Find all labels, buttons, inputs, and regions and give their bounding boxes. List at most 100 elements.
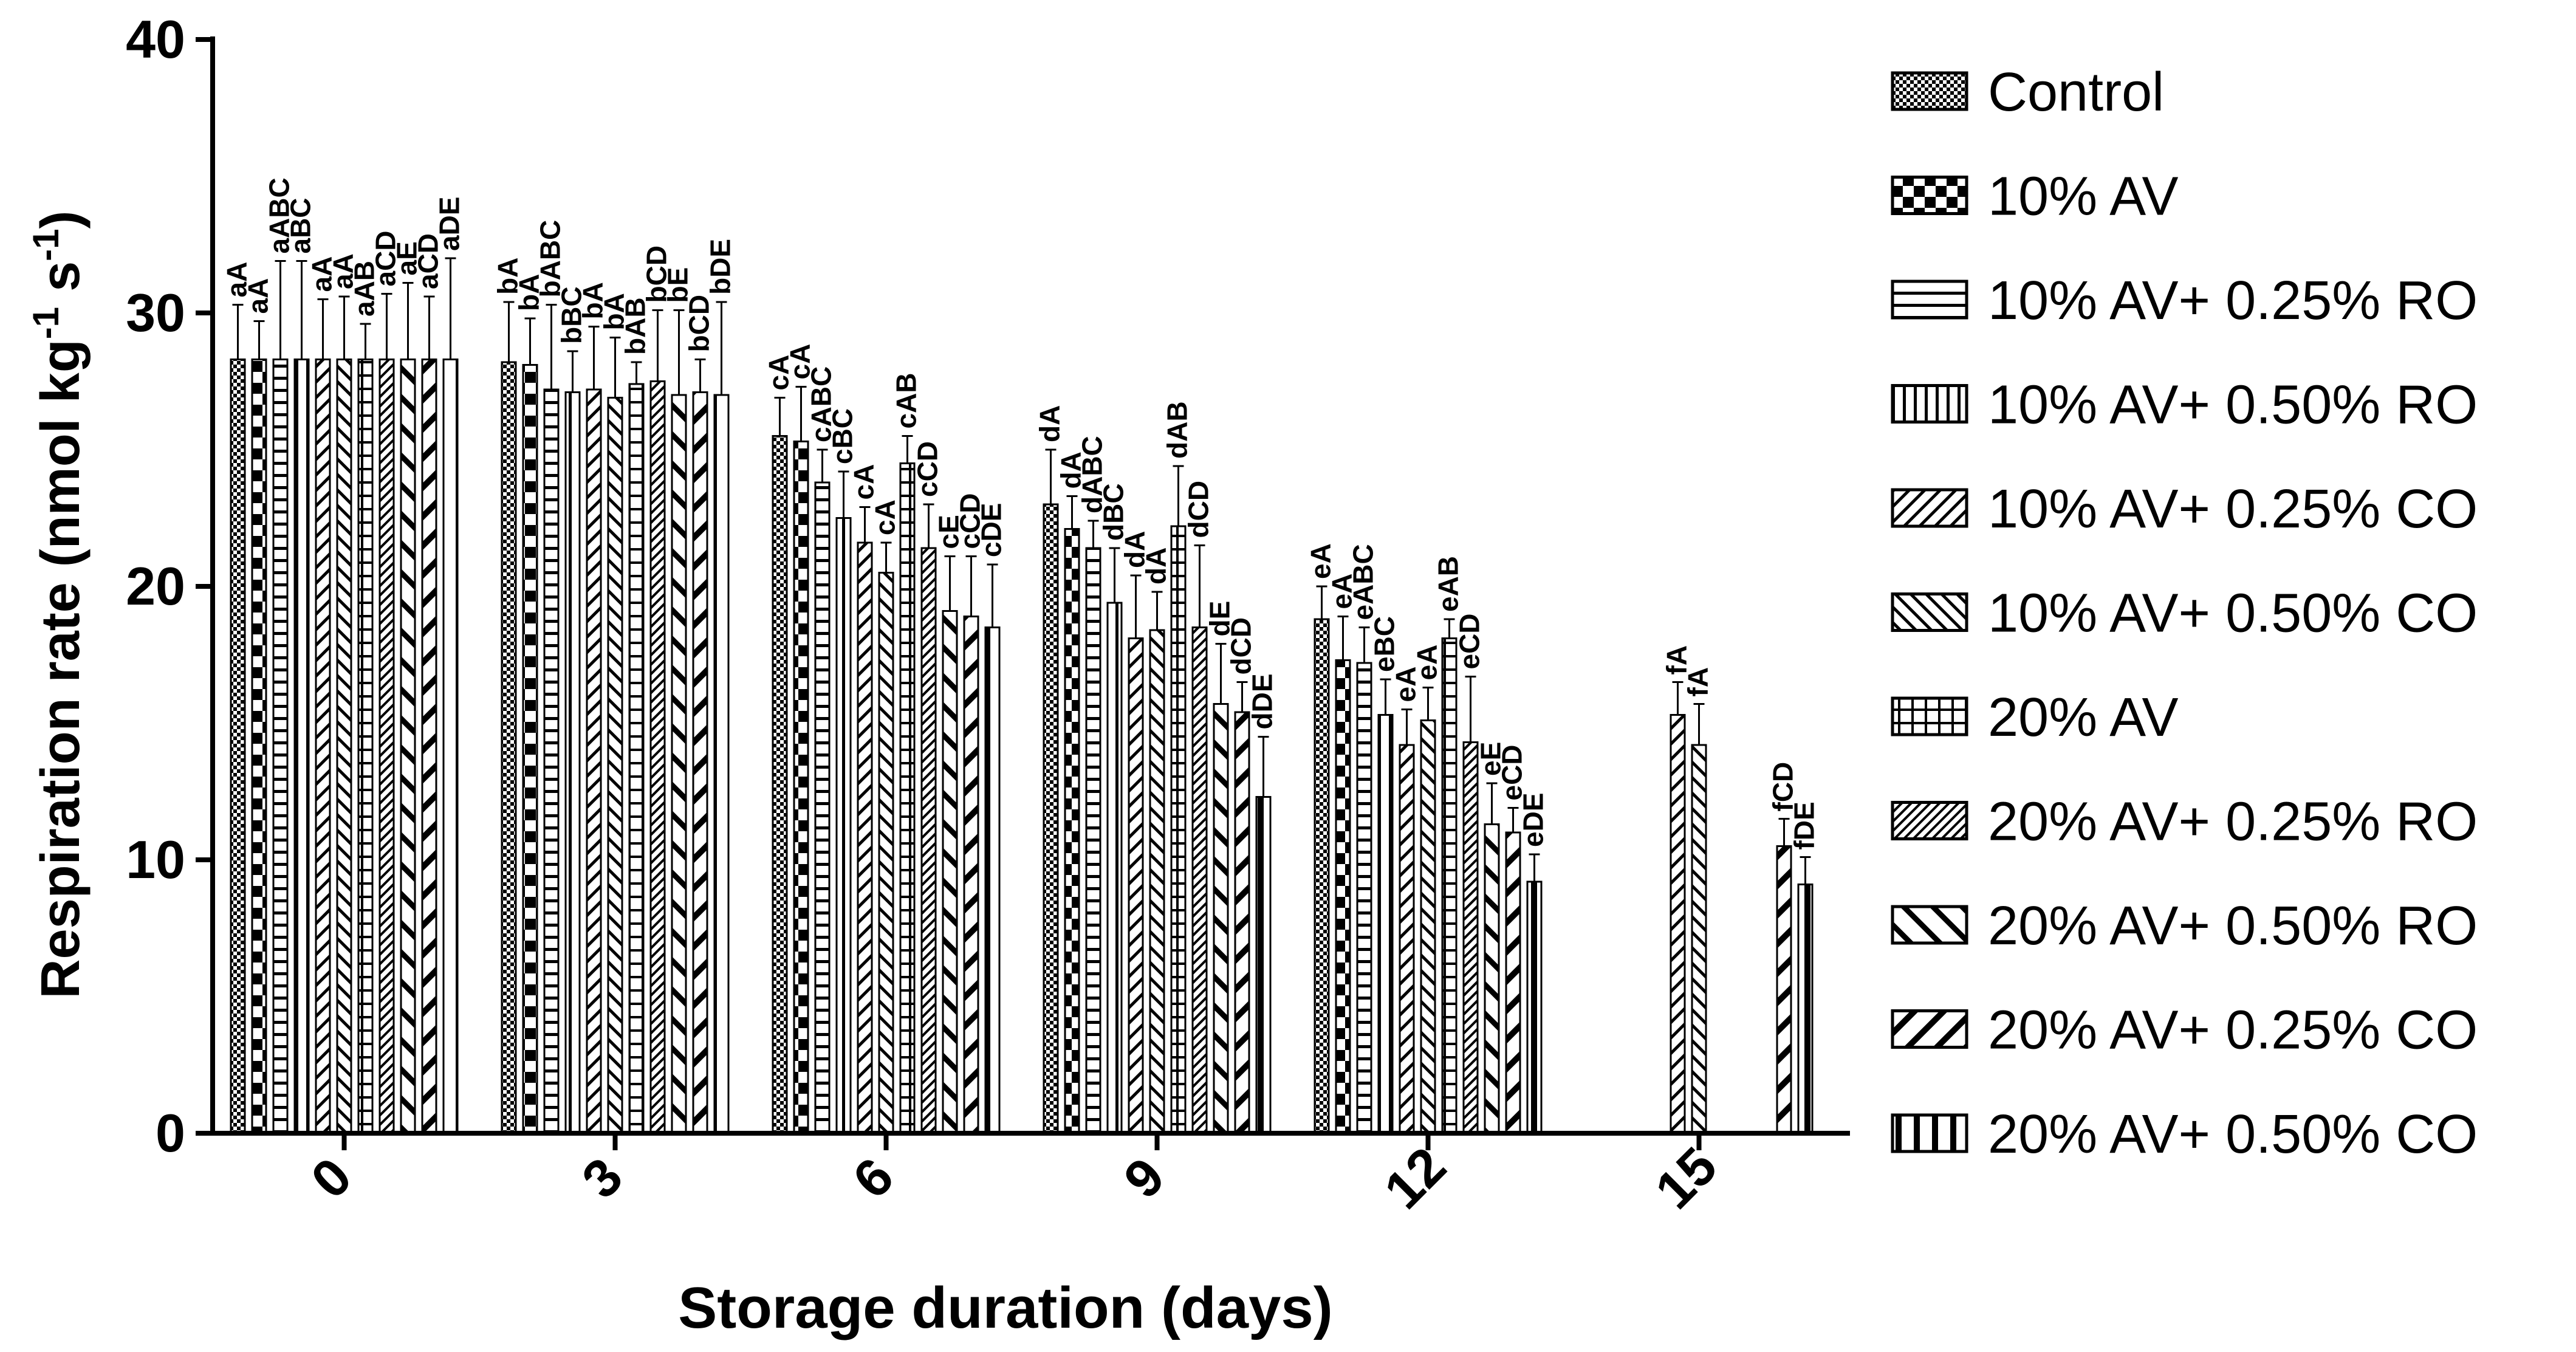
legend-swatch	[1891, 280, 1968, 320]
significance-label: fDE	[1789, 801, 1820, 849]
significance-label: eABC	[1348, 544, 1379, 620]
significance-label: cA	[784, 344, 816, 380]
significance-label: bE	[662, 267, 694, 303]
significance-label: bDE	[705, 239, 736, 295]
x-tick-label: 3	[570, 1146, 634, 1210]
bar	[272, 359, 289, 1134]
significance-label: fCD	[1767, 762, 1799, 812]
bar	[1314, 618, 1330, 1134]
legend-swatch	[1891, 801, 1968, 840]
bar	[1776, 845, 1792, 1134]
bar	[1420, 719, 1436, 1134]
significance-label: dCD	[1225, 617, 1257, 675]
bar	[772, 435, 788, 1134]
legend-item: 10% AV+ 0.25% RO	[1891, 270, 2478, 331]
bar	[1377, 714, 1394, 1134]
bar	[1399, 744, 1415, 1134]
bar	[1043, 503, 1059, 1134]
significance-label: dA	[1034, 405, 1066, 442]
bar	[920, 547, 937, 1134]
legend-item: 10% AV+ 0.25% CO	[1891, 479, 2478, 540]
legend-item: Control	[1891, 62, 2164, 123]
y-tick-label: 20	[126, 556, 185, 616]
bar	[671, 394, 687, 1134]
significance-label: dCD	[1183, 481, 1214, 538]
legend-swatch	[1891, 696, 1968, 736]
bar	[1213, 703, 1229, 1134]
bar	[1505, 831, 1521, 1134]
significance-label: dAB	[1162, 401, 1193, 459]
legend-item: 20% AV+ 0.25% CO	[1891, 1000, 2478, 1061]
significance-label: aA	[221, 262, 253, 298]
legend-label: 10% AV	[1988, 166, 2179, 227]
significance-label: aCD	[413, 233, 444, 289]
significance-label: aCD	[370, 230, 402, 286]
significance-label: eCD	[1454, 613, 1485, 669]
significance-label: eA	[1390, 667, 1422, 702]
legend-item: 10% AV+ 0.50% RO	[1891, 375, 2478, 436]
bar	[692, 391, 708, 1134]
significance-label: eA	[1411, 645, 1443, 681]
significance-label: cABC	[806, 366, 837, 442]
bar	[1255, 796, 1272, 1134]
y-tick-label: 10	[126, 829, 185, 890]
bar	[1797, 884, 1814, 1134]
legend-label: 10% AV+ 0.50% RO	[1988, 375, 2478, 436]
bar	[814, 481, 831, 1134]
significance-label: bCD	[641, 245, 673, 303]
bar	[713, 394, 730, 1134]
bar	[942, 610, 958, 1134]
bar	[1670, 714, 1686, 1134]
legend: Control 10% AV 10% AV+ 0.25% RO 10% AV+ 0.5…	[1891, 62, 2478, 1165]
legend-item: 20% AV+ 0.50% CO	[1891, 1104, 2478, 1165]
legend-label: 20% AV+ 0.25% CO	[1988, 1000, 2478, 1061]
bar	[586, 388, 602, 1134]
legend-swatch	[1891, 1009, 1968, 1049]
bar	[1106, 602, 1123, 1134]
significance-label: cBC	[827, 408, 858, 464]
bar	[501, 361, 517, 1134]
significance-label: cCD	[954, 493, 986, 549]
legend-item: 10% AV	[1891, 166, 2179, 227]
bar	[793, 441, 809, 1134]
significance-label: fA	[1682, 667, 1714, 697]
y-axis-title: Respiration rate (nmol kg-1 s-1)	[26, 211, 91, 999]
bar	[1356, 662, 1372, 1134]
legend-swatch	[1891, 176, 1968, 215]
significance-label: dA	[1140, 547, 1172, 585]
legend-swatch	[1891, 592, 1968, 632]
bar	[230, 359, 246, 1134]
bar	[1335, 659, 1351, 1134]
plot-area: aA bA cA dA eA aA bA cA dA eA aABC bABC cABC dABC eABC…	[221, 177, 1820, 1134]
significance-label: cA	[869, 499, 901, 535]
bar	[1064, 528, 1080, 1134]
y-tick-label: 30	[126, 283, 185, 343]
bar	[251, 359, 267, 1134]
bar	[522, 364, 538, 1134]
significance-label: eAB	[1433, 556, 1464, 612]
legend-swatch	[1891, 384, 1968, 424]
bar	[421, 359, 437, 1134]
legend-item: 10% AV+ 0.50% CO	[1891, 583, 2478, 644]
bar	[1128, 637, 1144, 1134]
legend-label: Control	[1988, 62, 2164, 123]
x-axis-title: Storage duration (days)	[678, 1275, 1332, 1340]
legend-label: 20% AV	[1988, 687, 2179, 748]
bar	[564, 391, 581, 1134]
significance-label: cA	[763, 355, 795, 391]
significance-label: bBC	[556, 286, 587, 344]
bar	[1441, 637, 1458, 1134]
x-tick-label: 15	[1643, 1136, 1728, 1220]
significance-label: aABC	[264, 177, 295, 253]
legend-item: 20% AV+ 0.25% RO	[1891, 792, 2478, 853]
significance-label: bAB	[620, 297, 651, 355]
x-tick-label: 9	[1112, 1146, 1176, 1210]
legend-label: 20% AV+ 0.50% CO	[1988, 1104, 2478, 1165]
significance-label: cAB	[891, 372, 922, 428]
significance-label: dA	[1119, 531, 1151, 568]
significance-label: dABC	[1077, 436, 1108, 513]
significance-label: eDE	[1518, 793, 1549, 847]
bar	[984, 626, 1001, 1134]
bar	[963, 616, 979, 1134]
